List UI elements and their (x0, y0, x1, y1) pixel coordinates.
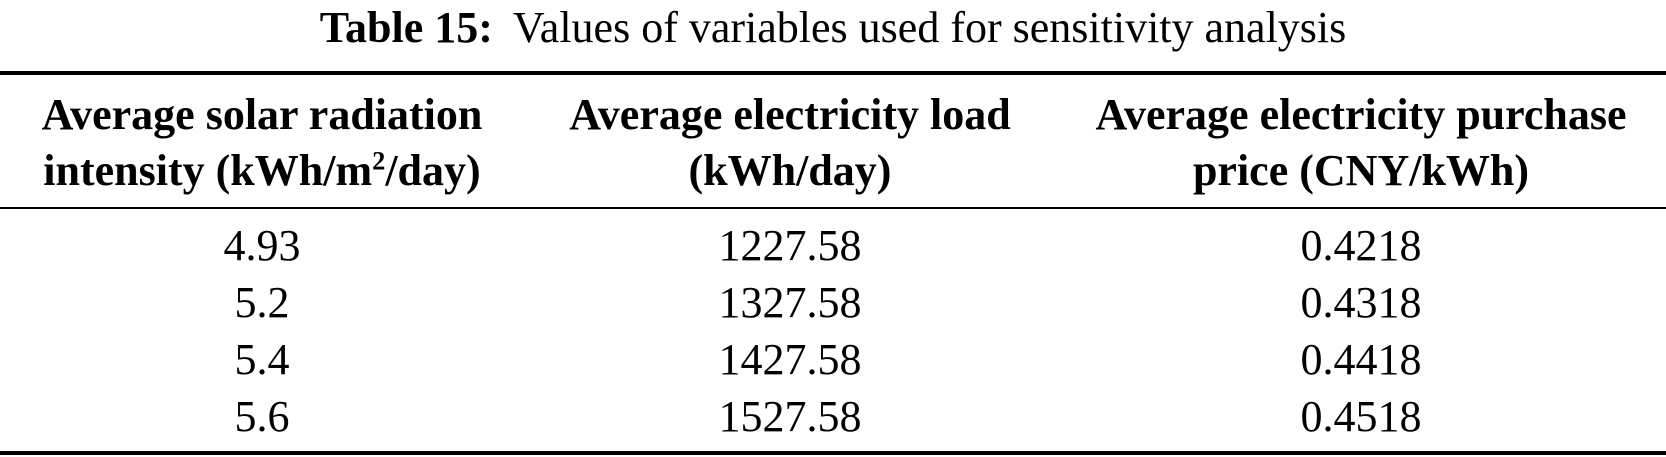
header-price-line2: price (CNY/kWh) (1192, 146, 1530, 195)
table-caption-text: Values of variables used for sensitivity… (512, 3, 1347, 52)
cell-solar-radiation: 5.4 (234, 335, 290, 384)
header-solar-line1: Average solar radiation (41, 90, 483, 139)
table-row: 5.4 1427.58 0.4418 (0, 331, 1666, 388)
cell-solar-radiation: 5.6 (234, 392, 290, 441)
table-body: 4.93 1227.58 0.4218 5.2 1327.58 0.4318 5… (0, 208, 1666, 453)
header-solar-radiation-intensity: Average solar radiation intensity (kWh/m… (0, 73, 524, 209)
table-row: 4.93 1227.58 0.4218 (0, 208, 1666, 274)
cell-electricity-load: 1327.58 (718, 278, 862, 327)
sensitivity-analysis-table: Average solar radiation intensity (kWh/m… (0, 71, 1666, 455)
cell-purchase-price: 0.4518 (1300, 392, 1422, 441)
table-caption-label: Table 15: (319, 3, 493, 52)
header-solar-line2-pre: intensity (kWh/m (43, 146, 373, 195)
cell-purchase-price: 0.4218 (1300, 221, 1422, 270)
table-header-row: Average solar radiation intensity (kWh/m… (0, 73, 1666, 209)
superscript-2: 2 (372, 145, 386, 176)
table-row: 5.2 1327.58 0.4318 (0, 274, 1666, 331)
cell-electricity-load: 1427.58 (718, 335, 862, 384)
cell-purchase-price: 0.4318 (1300, 278, 1422, 327)
cell-solar-radiation: 5.2 (234, 278, 290, 327)
header-electricity-purchase-price: Average electricity purchase price (CNY/… (1056, 73, 1666, 209)
cell-purchase-price: 0.4418 (1300, 335, 1422, 384)
cell-electricity-load: 1527.58 (718, 392, 862, 441)
header-electricity-load: Average electricity load (kWh/day) (524, 73, 1056, 209)
cell-solar-radiation: 4.93 (223, 221, 301, 270)
header-load-line2: (kWh/day) (688, 146, 892, 195)
table-caption: Table 15: Values of variables used for se… (0, 0, 1666, 54)
table-row: 5.6 1527.58 0.4518 (0, 388, 1666, 453)
header-solar-line2-post: /day) (385, 146, 481, 195)
header-load-line1: Average electricity load (569, 90, 1011, 139)
header-price-line1: Average electricity purchase (1095, 90, 1627, 139)
cell-electricity-load: 1227.58 (718, 221, 862, 270)
